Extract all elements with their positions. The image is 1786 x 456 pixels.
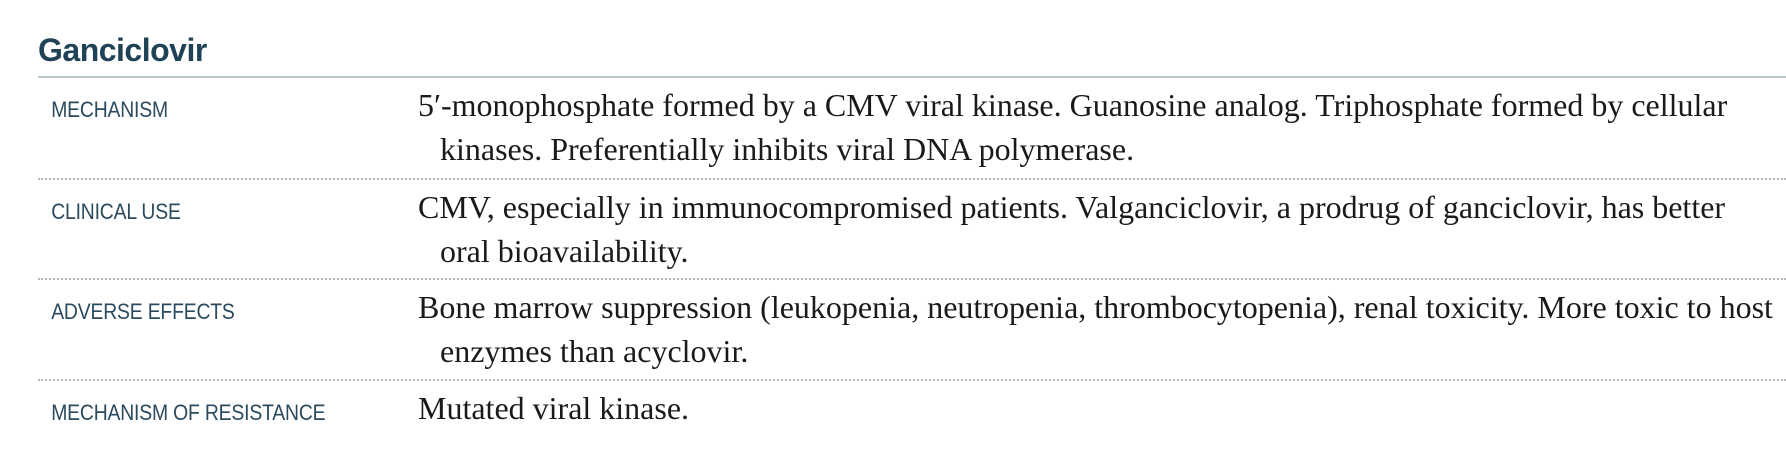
title-divider (38, 76, 1786, 78)
drug-info-table: MECHANISM 5′-monophosphate formed by a C… (38, 78, 1786, 435)
row-text-adverse-effects: Bone marrow suppression (leukopenia, neu… (418, 289, 1773, 369)
table-row-mechanism: MECHANISM 5′-monophosphate formed by a C… (38, 78, 1786, 180)
row-label-mechanism: MECHANISM (51, 97, 168, 122)
row-label-mechanism-of-resistance: MECHANISM OF RESISTANCE (51, 400, 326, 425)
row-text-mechanism-of-resistance: Mutated viral kinase. (418, 390, 690, 426)
page-title: Ganciclovir (38, 32, 207, 68)
table-row-clinical-use: CLINICAL USE CMV, especially in immunoco… (38, 180, 1786, 280)
row-label-adverse-effects: ADVERSE EFFECTS (51, 299, 235, 324)
table-row-mechanism-of-resistance: MECHANISM OF RESISTANCE Mutated viral ki… (38, 381, 1786, 435)
row-text-clinical-use: CMV, especially in immunocompromised pat… (418, 189, 1726, 269)
row-label-clinical-use: CLINICAL USE (51, 199, 181, 224)
table-row-adverse-effects: ADVERSE EFFECTS Bone marrow suppression … (38, 280, 1786, 381)
row-text-mechanism: 5′-monophosphate formed by a CMV viral k… (418, 87, 1728, 167)
drug-entry: Ganciclovir MECHANISM 5′-monophosphate f… (38, 28, 1786, 435)
